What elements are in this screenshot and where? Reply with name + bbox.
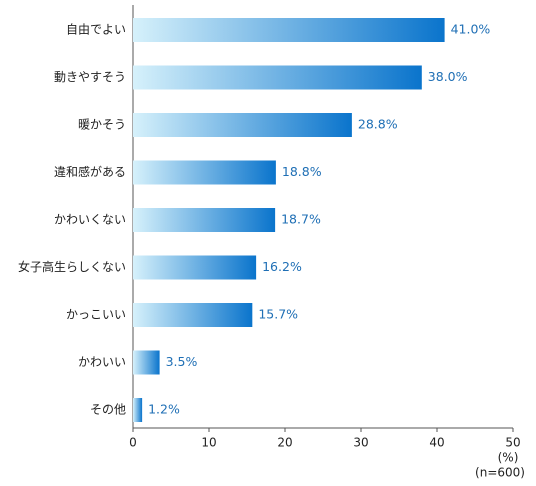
y-tick-label: その他	[90, 403, 126, 417]
value-label: 28.8%	[358, 117, 398, 132]
value-label: 1.2%	[148, 402, 180, 417]
value-label: 18.8%	[282, 164, 322, 179]
value-label: 3.5%	[166, 354, 198, 369]
x-tick-label: 20	[277, 436, 292, 450]
bar	[133, 18, 445, 42]
x-tick-label: 10	[201, 436, 216, 450]
y-tick-label: かっこいい	[66, 308, 126, 322]
value-label: 41.0%	[451, 22, 491, 37]
bar	[133, 208, 276, 232]
y-tick-label: 女子高生らしくない	[18, 259, 126, 274]
bar	[133, 65, 422, 90]
value-label: 18.7%	[281, 212, 321, 227]
x-tick-label: 0	[129, 436, 137, 450]
x-unit: (%)	[498, 451, 519, 465]
value-label: 16.2%	[262, 259, 302, 274]
x-tick-label: 50	[505, 436, 520, 450]
bar	[133, 160, 276, 185]
y-tick-label: 自由でよい	[66, 23, 126, 37]
y-tick-label: 暖かそう	[78, 118, 126, 132]
y-tick-label: 動きやすそう	[54, 70, 126, 84]
bar	[133, 398, 143, 422]
y-tick-label: かわいい	[78, 355, 126, 369]
sample-note: (n=600)	[475, 466, 525, 480]
bar	[133, 255, 257, 280]
bar	[133, 350, 160, 375]
bar	[133, 113, 352, 137]
value-label: 38.0%	[428, 69, 468, 84]
bar	[133, 303, 253, 327]
y-tick-label: 違和感がある	[54, 164, 126, 179]
y-tick-label: かわいくない	[54, 213, 126, 227]
x-tick-label: 30	[353, 436, 368, 450]
x-tick-label: 40	[429, 436, 444, 450]
value-label: 15.7%	[258, 307, 298, 322]
